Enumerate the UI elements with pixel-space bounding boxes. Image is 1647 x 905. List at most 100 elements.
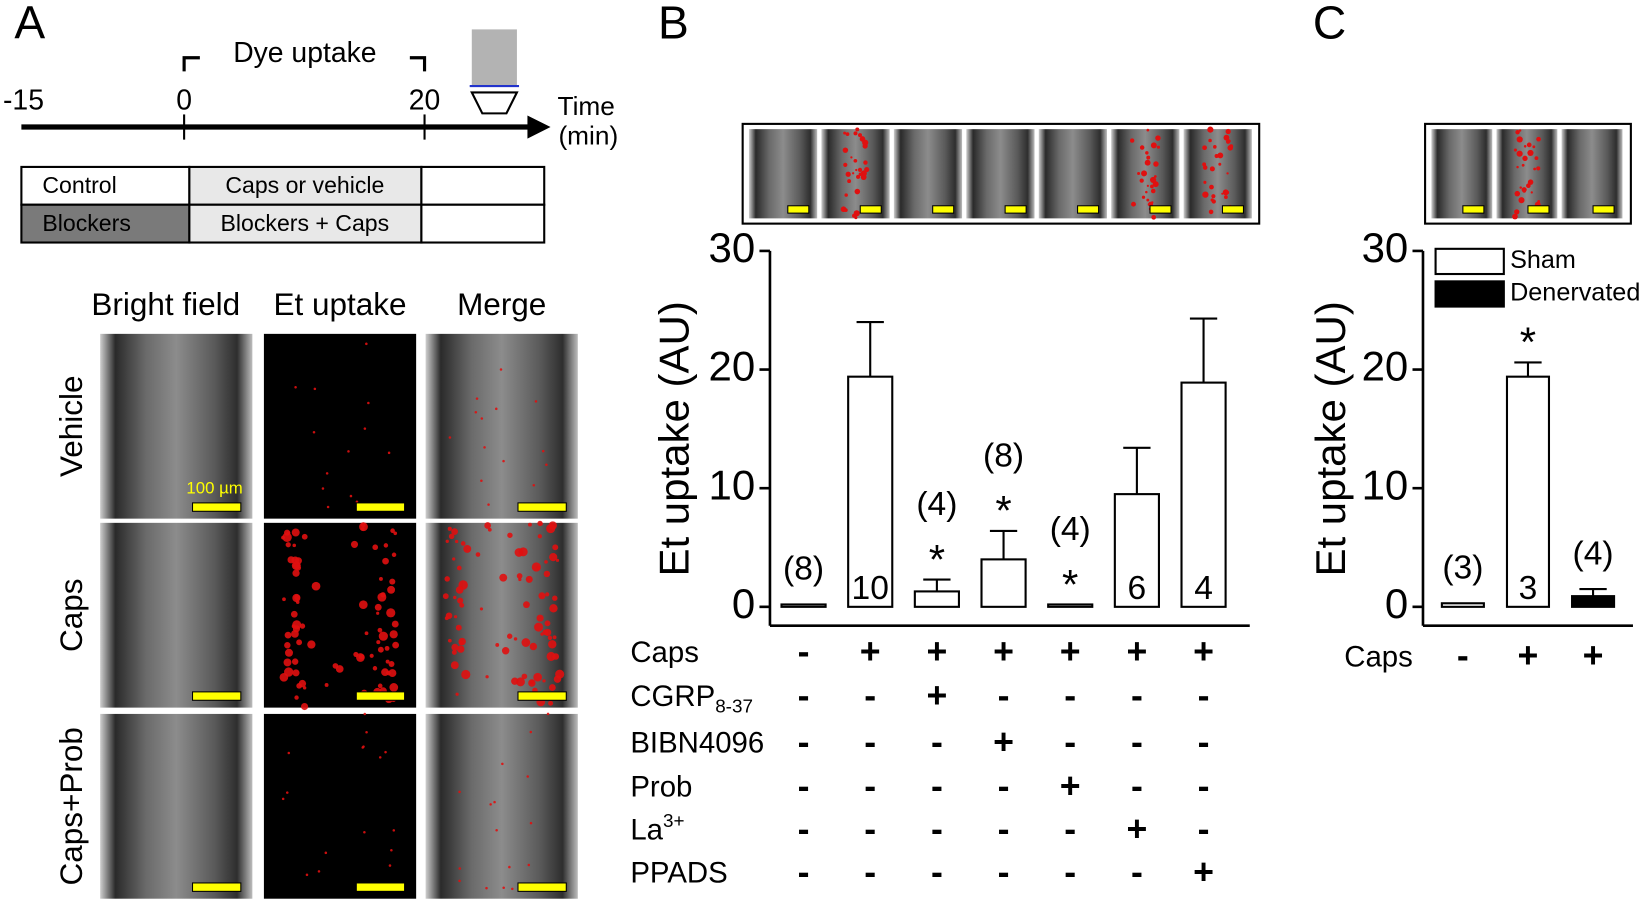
scale-bar (517, 691, 567, 701)
dye-spot (388, 864, 392, 867)
dye-spot (544, 628, 552, 637)
dye-spot (1141, 195, 1146, 199)
dye-spot (1145, 190, 1148, 194)
dye-spot (495, 829, 498, 832)
dye-spot (1221, 192, 1224, 195)
dye-spot (458, 879, 461, 883)
dye-spot (480, 479, 483, 482)
dye-spot (842, 147, 849, 153)
dye-spot (552, 544, 559, 551)
condition-mark: - (998, 809, 1010, 849)
dye-spot (372, 666, 378, 671)
bracket (182, 56, 427, 72)
dye-spot (378, 756, 382, 759)
y-tick-label: 0 (732, 580, 755, 627)
dye-spot (455, 539, 459, 544)
condition-name-text: Caps (1344, 640, 1413, 673)
dye-spot (1533, 167, 1537, 171)
dye-spot (350, 540, 359, 548)
dye-spot (1211, 194, 1216, 199)
dye-spot (1522, 155, 1528, 162)
n-label: 3 (1519, 570, 1538, 607)
dye-spot (516, 573, 523, 579)
dye-spot (287, 751, 291, 755)
row-header: Caps (53, 578, 89, 652)
dye-spot (1202, 162, 1207, 167)
dye-spot (457, 597, 464, 604)
dye-spot (850, 156, 853, 159)
micrograph-bg (100, 522, 253, 708)
y-tick-label: 10 (1362, 461, 1409, 508)
dye-spot (864, 167, 870, 173)
scale-bar (517, 502, 567, 512)
dye-spot (447, 526, 452, 531)
dye-spot (376, 640, 381, 645)
dye-spot (855, 127, 860, 132)
dye-spot (485, 886, 488, 890)
n-label: (3) (1442, 550, 1483, 587)
significance: * (1520, 319, 1536, 366)
dye-spot (543, 570, 551, 578)
condition-name: La3+ (630, 811, 684, 846)
scale-bar (1527, 205, 1550, 214)
dye-spot (291, 658, 299, 665)
time-unit: (min) (558, 120, 618, 150)
dye-spot (541, 449, 545, 453)
scale-bar (355, 691, 406, 701)
dye-spot (1515, 129, 1520, 135)
dye-spot (1512, 213, 1518, 220)
dye-spot (1209, 184, 1214, 190)
significance: * (1062, 561, 1078, 608)
dye-spot (324, 683, 329, 687)
dye-spot (1226, 172, 1229, 175)
dye-spot (292, 543, 297, 548)
dye-spot (284, 648, 294, 657)
micrograph (263, 333, 417, 519)
dye-spot (307, 640, 316, 649)
dye-spot (392, 641, 400, 649)
legend-swatch (1434, 280, 1505, 308)
dye-spot (552, 595, 558, 601)
protocol-cell-text: Blockers + Caps (221, 210, 390, 236)
protocol-cell-text: Blockers (42, 210, 131, 236)
dye-spot (312, 431, 316, 434)
condition-mark: - (798, 809, 810, 849)
dye-spot (363, 427, 367, 430)
dye-spot (1537, 200, 1541, 203)
dye-spot (1526, 142, 1532, 148)
condition-mark: + (1060, 631, 1081, 671)
dye-spot (281, 535, 285, 540)
error-bar (1514, 361, 1542, 377)
dye-spot (549, 604, 558, 613)
dye-spot (546, 712, 550, 716)
dye-spot (452, 557, 456, 561)
dye-spot (552, 635, 557, 640)
dye-spot (1514, 209, 1520, 215)
dye-spot (389, 630, 398, 639)
dye-spot (858, 133, 863, 138)
column-header: Bright field (91, 286, 240, 322)
dye-spot (555, 558, 560, 562)
protocol-cell-text: Control (42, 172, 116, 198)
thumbnail (1561, 129, 1623, 219)
legend-swatch (1434, 247, 1505, 276)
condition-name: Prob (630, 770, 692, 803)
dye-spot (485, 675, 489, 679)
scale-bar-label: 100 µm (186, 479, 242, 498)
dye-spot (311, 581, 321, 591)
dye-spot (843, 208, 848, 212)
dye-spot (374, 603, 382, 611)
condition-mark: + (1126, 809, 1147, 849)
dye-spot (511, 887, 514, 891)
dye-spot (1202, 191, 1209, 198)
bar (780, 603, 827, 608)
n-label: (8) (983, 437, 1024, 474)
y-tick-label: 0 (1385, 580, 1408, 627)
dye-spot (367, 401, 370, 405)
dye-spot (377, 627, 383, 633)
dye-spot (1151, 215, 1157, 220)
dye-spot (845, 132, 850, 136)
condition-superscript: 3+ (663, 811, 685, 832)
dye-spot (291, 528, 300, 537)
